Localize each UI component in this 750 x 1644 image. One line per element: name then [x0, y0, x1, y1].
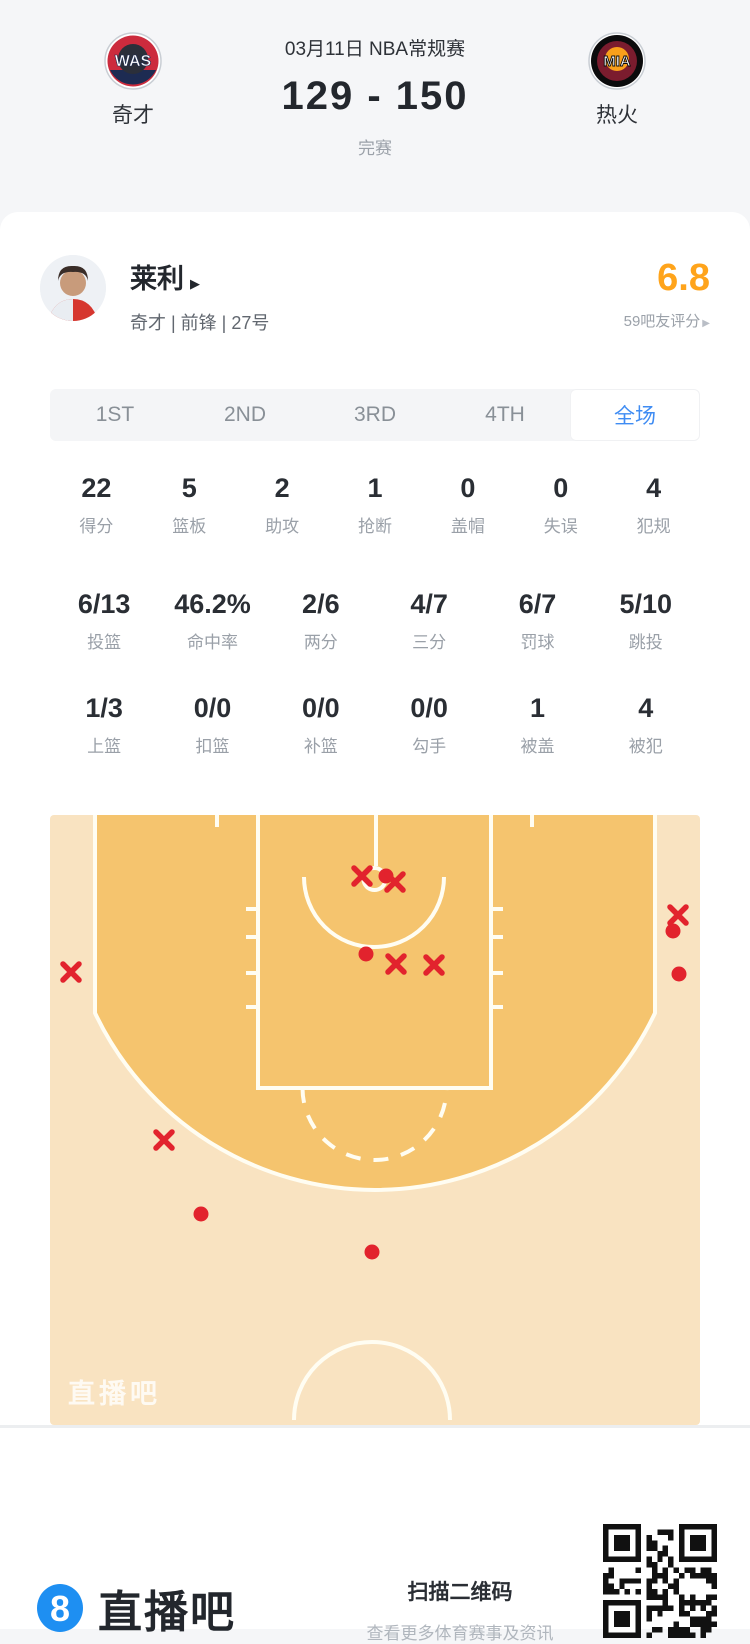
svg-text:8: 8	[50, 1588, 70, 1629]
shot-make-marker	[665, 923, 681, 939]
tab-3rd[interactable]: 3RD	[353, 403, 396, 426]
stat-3pt: 4/7 三分	[410, 589, 448, 652]
game-status: 完赛	[358, 139, 392, 158]
scoreboard: 03月11日 NBA常规赛 129 - 150 完赛 WAS 奇才 MIA 热火	[0, 0, 750, 212]
shot-miss-marker	[385, 953, 407, 975]
wizards-logo-icon: WAS	[104, 32, 162, 90]
stat-dunk: 0/0 扣篮	[193, 693, 232, 756]
away-team-name: 热火	[596, 104, 638, 127]
brand-row[interactable]: 8 直播吧	[36, 1576, 236, 1640]
paint-rect	[256, 815, 493, 1090]
shot-make-marker	[358, 946, 374, 962]
player-rating: 6.8	[657, 257, 710, 299]
shot-miss-marker	[153, 1129, 175, 1151]
svg-text:MIA: MIA	[603, 53, 631, 70]
qr-code	[603, 1524, 717, 1638]
brand-name: 直播吧	[98, 1588, 236, 1637]
shot-chart-svg	[50, 815, 700, 1425]
qr-tip: 扫描二维码 查看更多体育赛事及资讯	[335, 1576, 585, 1644]
stat-layup: 1/3 上篮	[85, 693, 123, 756]
tab-4th[interactable]: 4TH	[485, 403, 525, 426]
home-team[interactable]: WAS 奇才	[63, 32, 203, 129]
shot-chart: 直播吧	[50, 815, 700, 1425]
shot-miss-marker	[667, 904, 689, 926]
qr-title: 扫描二维码	[407, 1581, 513, 1604]
quarter-tabbar: 1ST 2ND 3RD 4TH 全场	[50, 389, 700, 441]
player-photo-placeholder	[40, 255, 106, 321]
baseline-ticks	[215, 815, 534, 827]
player-name-caret-icon: ▶	[190, 276, 200, 291]
shot-miss-marker	[423, 954, 445, 976]
tab-full-game[interactable]: 全场	[570, 389, 700, 441]
shot-make-marker	[364, 1244, 380, 1260]
stat-fouls: 4 犯规	[636, 473, 671, 536]
heat-logo-icon: MIA	[588, 32, 646, 90]
stat-assists: 2 助攻	[265, 473, 300, 536]
svg-text:WAS: WAS	[115, 53, 152, 70]
rating-caret-icon: ▶	[702, 318, 710, 329]
three-point-line	[93, 815, 657, 1192]
player-name-row[interactable]: 莱利 ▶	[130, 257, 269, 296]
home-team-name: 奇才	[112, 104, 154, 127]
restricted-arc	[302, 876, 446, 949]
stat-steals: 1 抢断	[358, 473, 392, 536]
rating-note: 59吧友评分	[623, 313, 701, 330]
shot-make-marker	[193, 1206, 209, 1222]
section-divider	[0, 1425, 750, 1428]
stat-fg-pct: 46.2% 命中率	[174, 589, 251, 652]
court-watermark: 直播吧	[68, 1379, 161, 1409]
player-name: 莱利	[130, 264, 184, 294]
stat-blocks: 0 盖帽	[450, 473, 485, 536]
stats-row-shot-types: 1/3 上篮 0/0 扣篮 0/0 补篮 0/0 勾手 1 被盖 4 被犯	[0, 693, 750, 757]
rating-box[interactable]: 6.8 59吧友评分 ▶	[624, 255, 710, 331]
qr-subtitle: 查看更多体育赛事及资讯	[366, 1624, 554, 1643]
stat-fg: 6/13 投篮	[77, 589, 131, 652]
stat-turnovers: 0 失误	[543, 473, 578, 536]
stats-row-shooting: 6/13 投篮 46.2% 命中率 2/6 两分 4/7 三分 6/7 罚球 5/10 跳投	[0, 589, 750, 653]
player-avatar[interactable]	[40, 255, 106, 321]
half-court-circle	[292, 1340, 452, 1421]
free-throw-dashed-arc	[300, 1087, 449, 1162]
stat-fouled-against: 4 被犯	[628, 693, 663, 756]
stat-rebounds: 5 篮板	[172, 473, 207, 536]
tab-1st[interactable]: 1ST	[95, 403, 135, 426]
shot-miss-marker	[351, 865, 373, 887]
stats-row-basic: 22 得分 5 篮板 2 助攻 1 抢断 0 盖帽 0 失误 4 犯规	[0, 473, 750, 537]
stat-blocked-against: 1 被盖	[520, 693, 555, 756]
game-score: 129 - 150	[281, 74, 469, 118]
away-team[interactable]: MIA 热火	[547, 32, 687, 129]
player-header: 莱利 ▶ 奇才 | 前锋 | 27号 6.8 59吧友评分 ▶	[0, 255, 750, 343]
footer: 8 直播吧 扫描二维码 查看更多体育赛事及资讯	[0, 1428, 750, 1643]
lane-hash-right	[491, 907, 503, 1009]
shot-miss-marker	[60, 961, 82, 983]
stat-2pt: 2/6 两分	[302, 589, 340, 652]
shot-miss-marker	[384, 871, 406, 893]
player-stats-card: 莱利 ▶ 奇才 | 前锋 | 27号 6.8 59吧友评分 ▶ 1ST 2ND 3R…	[0, 212, 750, 1425]
zhibo8-logo-icon: 8	[37, 1584, 83, 1632]
rating-note-row: 59吧友评分 ▶	[624, 310, 710, 331]
stat-jumpshot: 5/10 跳投	[619, 589, 673, 652]
stat-hook: 0/0 勾手	[410, 693, 448, 756]
stat-putback: 0/0 补篮	[302, 693, 340, 756]
shot-markers-layer	[60, 865, 689, 1260]
shot-make-marker	[671, 966, 687, 982]
court-inside-arc-area	[95, 815, 655, 1190]
player-meta: 奇才 | 前锋 | 27号	[130, 313, 270, 333]
game-date-title: 03月11日 NBA常规赛	[284, 39, 466, 60]
stat-ft: 6/7 罚球	[518, 589, 557, 652]
tab-2nd[interactable]: 2ND	[223, 403, 266, 426]
stat-points: 22 得分	[79, 473, 114, 536]
lane-hash-left	[246, 907, 258, 1009]
